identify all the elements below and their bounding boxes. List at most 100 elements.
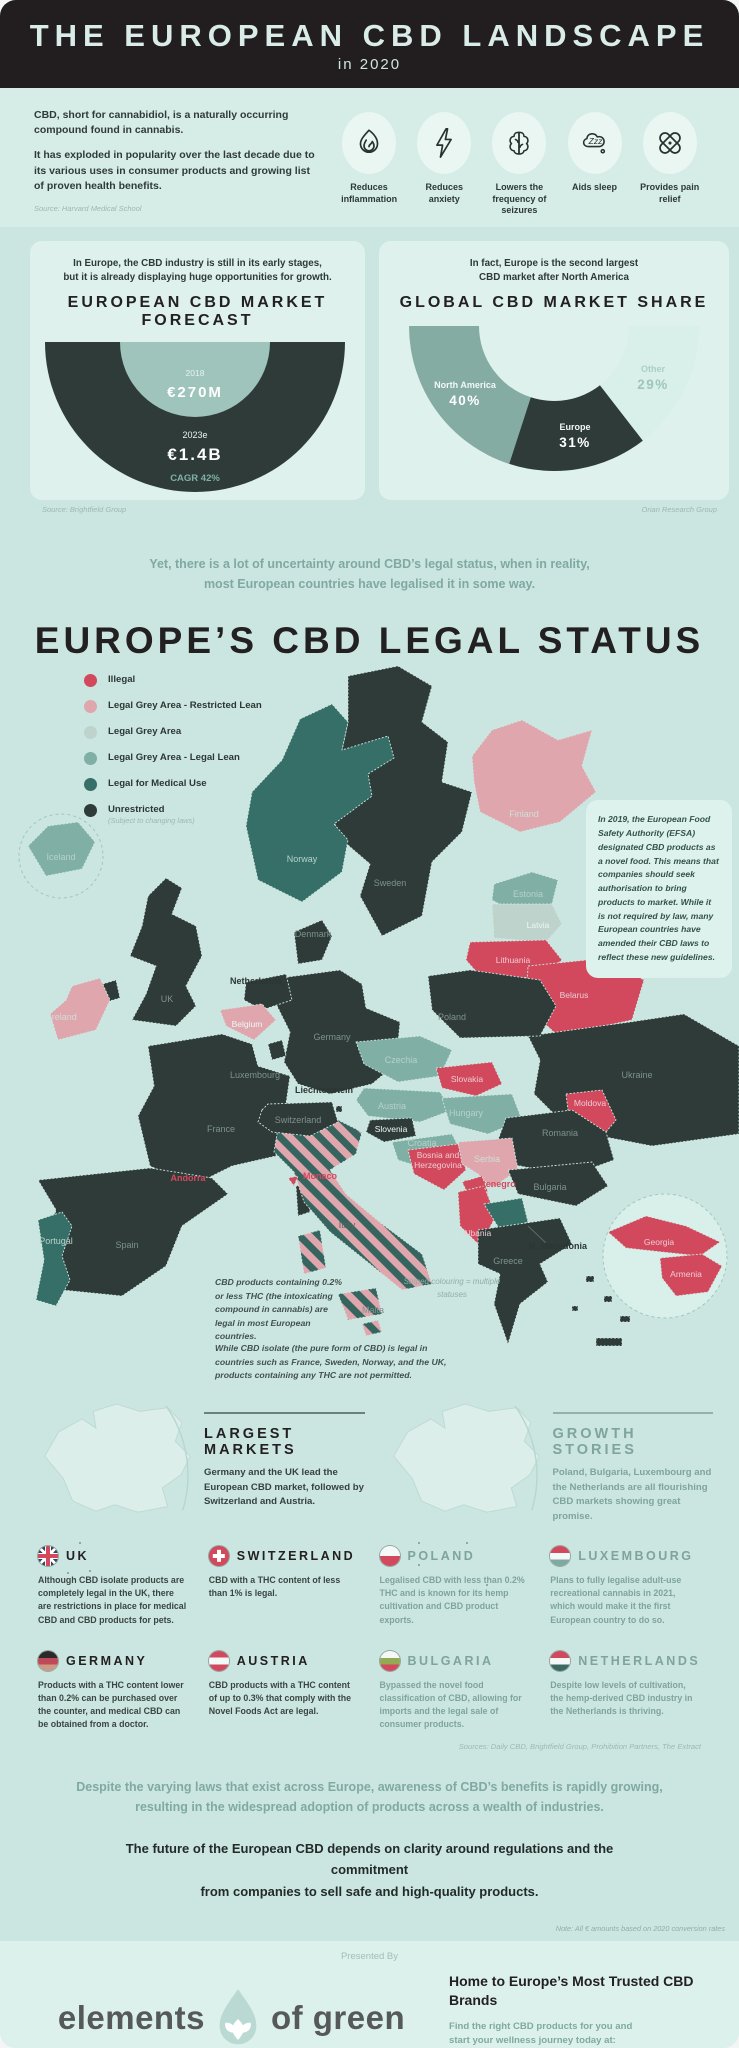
closing-paragraph-1: Despite the varying laws that exist acro…: [76, 1779, 663, 1815]
svg-text:Other: Other: [641, 364, 666, 374]
svg-text:North America: North America: [434, 380, 497, 390]
page-title: THE EUROPEAN CBD LANDSCAPE: [29, 18, 710, 53]
legend-item-medical: Legal for Medical Use: [84, 778, 262, 792]
map-country-denmark: [293, 920, 333, 965]
map-label-finland: Finland: [509, 809, 539, 819]
growth-stories: GROWTH STORIES Poland, Bulgaria, Luxembo…: [375, 1400, 713, 1524]
map-label-hungary: Hungary: [449, 1108, 484, 1118]
map-country-greece: [571, 1306, 579, 1312]
map-country-netherlands: [243, 974, 293, 1011]
map-label-switzerland: Switzerland: [275, 1115, 322, 1125]
largest-markets-text: Germany and the UK lead the European CBD…: [204, 1467, 364, 1508]
svg-text:Europe: Europe: [559, 422, 590, 432]
map-country-monaco: [287, 1176, 299, 1187]
legend-dot: [84, 752, 97, 766]
growth-stories-title: GROWTH STORIES: [552, 1426, 637, 1459]
country-card-bulgaria: BULGARIA Bypassed the novel food classifi…: [379, 1650, 531, 1732]
map-country-poland: [427, 970, 557, 1039]
country-card-germany: GERMANY Products with a THC content lower…: [38, 1650, 189, 1732]
svg-text:2018: 2018: [186, 368, 205, 378]
largest-markets-title: LARGEST MARKETS: [204, 1426, 297, 1459]
benefit-item: Lowers the frequency of seizures: [484, 112, 555, 217]
map-country-luxembourg: [267, 1040, 287, 1061]
country-card-text: Despite low levels of cultivation, the h…: [550, 1679, 693, 1717]
map-label-germany: Germany: [313, 1032, 351, 1042]
isolate-note: While CBD isolate (the pure form of CBD)…: [215, 1343, 447, 1381]
presented-text-1: Find the right CBD products for you and: [449, 2020, 633, 2032]
thc-note: CBD products containing 0.2% or less THC…: [215, 1277, 342, 1342]
legend-dot: [84, 700, 97, 714]
legend-dot: [84, 804, 97, 818]
presented-headline: Home to Europe’s Most Trusted CBD Brands: [449, 1973, 694, 2008]
map-label-romania: Romania: [542, 1128, 578, 1138]
map-label-ireland: Ireland: [49, 1012, 77, 1022]
map-label-slovakia: Slovakia: [451, 1074, 483, 1084]
map-label-malta: Malta: [362, 1305, 384, 1315]
intro-paragraph-2: It has exploded in popularity over the l…: [34, 149, 315, 192]
ch-flag-icon: [208, 1546, 229, 1567]
map-country-uk: [129, 878, 203, 1027]
benefit-item: Zzz Aids sleep: [559, 112, 630, 217]
intro-text: CBD, short for cannabidiol, is a natural…: [34, 108, 316, 217]
share-source: Orian Research Group: [641, 505, 717, 515]
country-cards-grid: UK Although CBD isolate products are comp…: [0, 1524, 739, 1736]
presented-by-label: Presented By: [340, 1951, 399, 1963]
country-card-title: AUSTRIA: [236, 1653, 310, 1668]
legend-dot: [84, 778, 97, 792]
benefit-label: Provides pain relief: [640, 182, 700, 204]
map-country-sweden: [333, 666, 473, 937]
share-lead-2: CBD market after North America: [479, 271, 629, 283]
map-country-armenia: [659, 1254, 723, 1297]
map-label-belarus: Belarus: [560, 990, 589, 1000]
map-label-monaco: Monaco: [303, 1171, 338, 1181]
country-card-text: Plans to fully legalise adult-use recrea…: [550, 1575, 682, 1625]
benefit-label: Reduces inflammation: [341, 182, 398, 204]
map-label-austria: Austria: [378, 1101, 406, 1111]
share-title: GLOBAL CBD MARKET SHARE: [399, 294, 709, 312]
legend-item-lean: Legal Grey Area - Legal Lean: [84, 752, 262, 766]
svg-text:€1.4B: €1.4B: [167, 445, 222, 464]
map-country-georgia: [607, 1216, 721, 1257]
map-label-denmark: Denmark: [295, 929, 332, 939]
map-label-belgium: Belgium: [232, 1019, 263, 1029]
uncertainty-text: Yet, there is a lot of uncertainty aroun…: [149, 557, 590, 592]
country-card-title: NETHERLANDS: [578, 1653, 701, 1668]
svg-text:31%: 31%: [559, 435, 591, 450]
map-label-iceland: Iceland: [46, 852, 75, 862]
elements-of-green-logo: elements of green: [40, 1987, 423, 2048]
map-country-belarus: [525, 958, 645, 1037]
map-label-liechtenstein: Liechtenstein: [295, 1085, 353, 1095]
country-card-uk: UK Although CBD isolate products are comp…: [38, 1546, 189, 1627]
sleep-icon: Zzz: [567, 112, 622, 174]
intro-paragraph-1: CBD, short for cannabidiol, is a natural…: [34, 109, 289, 137]
map-country-malta: [361, 1320, 383, 1337]
country-card-netherlands: NETHERLANDS Despite low levels of cultiva…: [550, 1650, 701, 1732]
map-label-portugal: Portugal: [39, 1236, 73, 1246]
country-card-poland: POLAND Legalised CBD with less than 0.2% …: [379, 1546, 531, 1627]
map-label-serbia: Serbia: [474, 1154, 500, 1164]
legend-item-restricted: Legal Grey Area - Restricted Lean: [84, 700, 262, 714]
legend-dot: [84, 726, 97, 740]
europe-map: Iceland Norway Sweden Finland Estonia Latvia L…: [18, 666, 739, 1347]
map-country-greece: [619, 1316, 631, 1323]
benefit-label: Reduces anxiety: [425, 182, 463, 204]
map-legend: Illegal Legal Grey Area - Restricted Lean…: [84, 674, 262, 838]
country-card-title: POLAND: [407, 1549, 476, 1564]
nl-flag-icon: [550, 1650, 571, 1671]
map-country-belgium: [219, 1004, 277, 1041]
efsa-note: In 2019, the European Food Safety Author…: [586, 800, 732, 978]
benefit-label: Lowers the frequency of seizures: [492, 182, 547, 216]
map-country-norway: [245, 704, 395, 903]
svg-text:29%: 29%: [637, 377, 669, 392]
country-card-title: SWITZERLAND: [236, 1549, 356, 1564]
logo-word-2: of green: [270, 1998, 406, 2036]
map-country-italy: [273, 1116, 433, 1291]
intro-source: Source: Harvard Medical School: [34, 204, 142, 214]
forecast-half-circle-chart: 2018 €270M 2023e €1.4B CAGR 42%: [45, 342, 345, 493]
map-country-nmacedonia: [483, 1198, 529, 1231]
map-label-albania: Albania: [463, 1228, 492, 1238]
uk-flag-icon: [38, 1546, 58, 1567]
map-label-sweden: Sweden: [374, 878, 407, 888]
leaf-droplet-icon: [219, 1988, 257, 2044]
